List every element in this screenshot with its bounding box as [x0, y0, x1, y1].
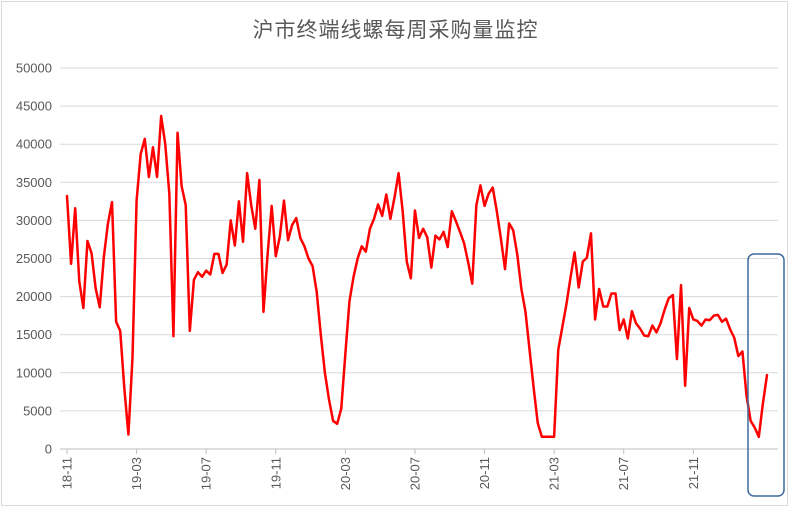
y-tick-label: 40000 [16, 137, 52, 152]
y-tick-label: 35000 [16, 175, 52, 190]
y-axis-ticks: 0 5000 10000 15000 20000 25000 30000 35000 40000… [16, 61, 52, 457]
y-tick-label: 10000 [16, 365, 52, 380]
x-tick-label: 19-03 [129, 457, 144, 490]
x-tick-label: 21-07 [616, 457, 631, 490]
x-tick-label: 19-11 [268, 457, 283, 489]
y-tick-label: 30000 [16, 213, 52, 228]
gridlines [60, 67, 778, 450]
series-line [65, 114, 769, 439]
y-tick-label: 5000 [23, 403, 52, 418]
x-axis-ticks: 18-11 19-03 19-07 19-11 20-03 20-07 20-11 21-03… [60, 449, 701, 490]
series-layer [65, 114, 769, 439]
y-tick-label: 50000 [16, 61, 52, 76]
y-tick-label: 25000 [16, 251, 52, 266]
x-tick-label: 20-07 [407, 457, 422, 490]
y-tick-label: 20000 [16, 289, 52, 304]
y-tick-label: 0 [45, 442, 52, 457]
y-tick-label: 15000 [16, 327, 52, 342]
chart-title: 沪市终端线螺每周采购量监控 [252, 18, 539, 42]
x-tick-label: 21-11 [686, 457, 701, 489]
x-tick-label: 20-11 [477, 457, 492, 489]
x-tick-label: 19-07 [199, 457, 214, 490]
y-tick-label: 45000 [16, 99, 52, 114]
x-tick-label: 18-11 [60, 457, 75, 489]
x-tick-label: 20-03 [338, 457, 353, 490]
highlight-box [747, 253, 785, 497]
x-tick-label: 21-03 [547, 457, 562, 490]
